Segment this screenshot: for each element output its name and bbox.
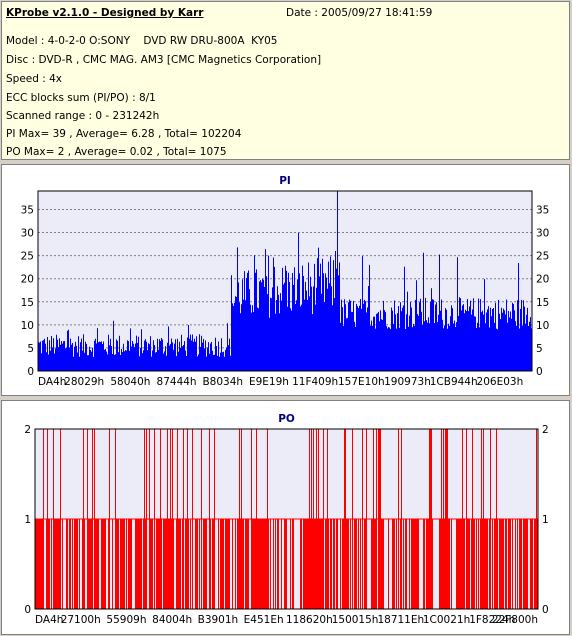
y-tick-label-left: 2 (24, 424, 31, 436)
x-tick-label: 11F409h (292, 376, 338, 388)
po-stats-line: PO Max= 2 , Average= 0.02 , Total= 1075 (6, 146, 227, 158)
x-tick-label: 206E03h (477, 376, 524, 388)
x-tick-label: 190973h (384, 376, 431, 388)
x-tick-label: 18711Eh (377, 614, 424, 626)
model-line: Model : 4-0-2-0 O:SONY DVD RW DRU-800A K… (6, 35, 278, 47)
x-tick-label: DA4h (35, 614, 63, 626)
pi-stats-line: PI Max= 39 , Average= 6.28 , Total= 1022… (6, 128, 242, 140)
y-tick-label-right: 0 (536, 366, 543, 378)
x-tick-label: 28029h (64, 376, 104, 388)
x-tick-label: B3901h (198, 614, 239, 626)
x-tick-label: B8034h (202, 376, 243, 388)
plot-border (37, 190, 533, 372)
y-tick-label-right: 35 (536, 204, 549, 216)
po-chart-panel: 0 0 1 1 2 2 DA4h 27100h 55909h 84004h B3901h E451Eh… (1, 400, 570, 635)
pi-chart-panel: 0 0 5 5 10 10 15 15 20 20 25 25 30 30 35 35 DA4h 28029h 58… (1, 164, 570, 396)
y-tick-label-right: 15 (536, 297, 549, 309)
y-tick-label-right: 20 (536, 274, 549, 286)
y-tick-label-left: 20 (21, 274, 34, 286)
x-tick-label: 55909h (106, 614, 146, 626)
x-tick-label: 150015h (332, 614, 379, 626)
y-tick-label-left: 0 (24, 604, 31, 616)
x-tick-label: 1C0021h (423, 614, 470, 626)
y-tick-label-right: 10 (536, 320, 549, 332)
y-tick-label-left: 0 (27, 366, 34, 378)
range-line: Scanned range : 0 - 231242h (6, 110, 160, 122)
y-tick-label-right: 0 (542, 604, 549, 616)
disc-info-panel: KProbe v2.1.0 - Designed by Karr Date : … (1, 1, 570, 160)
x-tick-label: E451Eh (244, 614, 284, 626)
chart-title: PO (278, 413, 295, 425)
disc-line: Disc : DVD-R , CMC MAG. AM3 [CMC Magneti… (6, 54, 322, 66)
y-tick-label-left: 15 (21, 297, 34, 309)
y-tick-label-right: 30 (536, 228, 549, 240)
y-tick-label-right: 25 (536, 251, 549, 263)
ecc-line: ECC blocks sum (PI/PO) : 8/1 (6, 92, 156, 104)
x-tick-label: 84004h (152, 614, 192, 626)
x-tick-label: DA4h (38, 376, 66, 388)
x-tick-label: 27100h (61, 614, 101, 626)
x-tick-label: 87444h (157, 376, 197, 388)
plot-border (34, 428, 539, 610)
y-tick-label-right: 5 (536, 343, 543, 355)
speed-line: Speed : 4x (6, 73, 63, 85)
y-tick-label-left: 35 (21, 204, 34, 216)
x-tick-label: E9E19h (249, 376, 289, 388)
x-tick-label: 1F8224h (469, 614, 515, 626)
y-tick-label-left: 30 (21, 228, 34, 240)
x-tick-label: 1CB944h (430, 376, 478, 388)
y-tick-label-left: 10 (21, 320, 34, 332)
x-tick-label: 118620h (286, 614, 333, 626)
y-tick-label-right: 1 (542, 514, 549, 526)
x-tick-label: 157E10h (338, 376, 385, 388)
x-tick-label: 22F800h (492, 614, 538, 626)
y-tick-label-left: 25 (21, 251, 34, 263)
chart-title: PI (279, 175, 291, 187)
y-tick-label-left: 5 (27, 343, 34, 355)
y-tick-label-right: 2 (542, 424, 549, 436)
x-tick-label: 58040h (110, 376, 150, 388)
y-tick-label-left: 1 (24, 514, 31, 526)
app-title: KProbe v2.1.0 - Designed by Karr (6, 7, 204, 19)
scan-date: Date : 2005/09/27 18:41:59 (286, 7, 433, 19)
